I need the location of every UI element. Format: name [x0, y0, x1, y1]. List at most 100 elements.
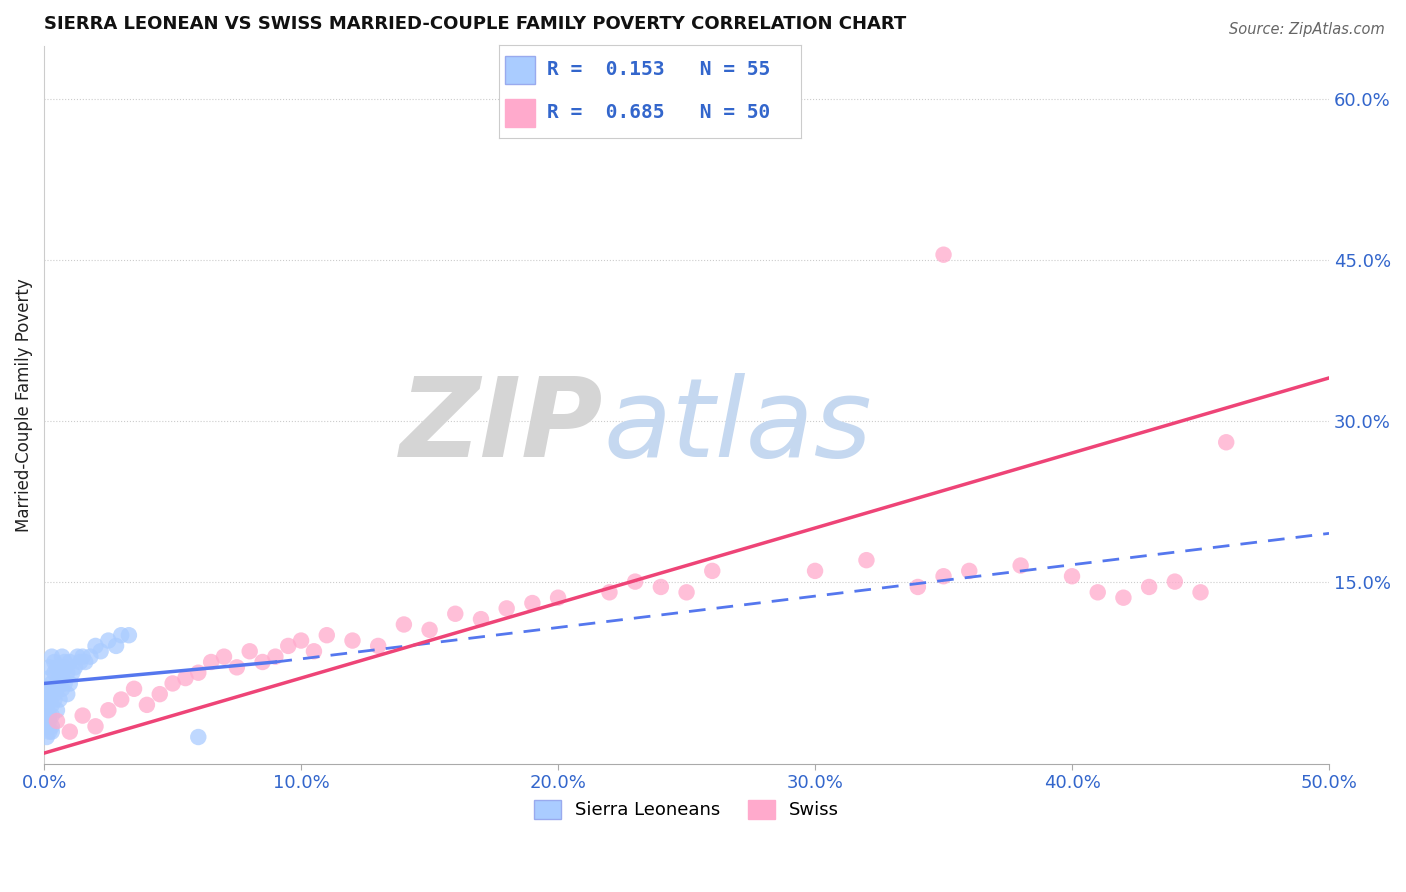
Point: [675, 585, 697, 599]
Text: R =  0.153   N = 55: R = 0.153 N = 55: [547, 61, 770, 79]
Point: [105, 639, 128, 653]
Point: [60, 665, 83, 680]
Point: [277, 639, 299, 653]
Point: [72, 649, 94, 664]
Point: [1164, 574, 1187, 589]
Point: [35, 681, 58, 696]
Text: SIERRA LEONEAN VS SWISS MARRIED-COUPLE FAMILY POVERTY CORRELATION CHART: SIERRA LEONEAN VS SWISS MARRIED-COUPLE F…: [44, 15, 907, 33]
Point: [38, 681, 60, 696]
Point: [56, 665, 79, 680]
Point: [957, 564, 980, 578]
Point: [35, 698, 58, 712]
Point: [46, 676, 69, 690]
Point: [1060, 569, 1083, 583]
Point: [51, 649, 73, 664]
Point: [315, 628, 337, 642]
Point: [804, 564, 827, 578]
Point: [44, 687, 66, 701]
Point: [264, 649, 287, 664]
Point: [522, 596, 544, 610]
Point: [56, 687, 79, 701]
Point: [122, 681, 145, 696]
Point: [650, 580, 672, 594]
Point: [53, 655, 76, 669]
Point: [1137, 580, 1160, 594]
Point: [59, 724, 82, 739]
Point: [38, 660, 60, 674]
Point: [598, 585, 620, 599]
Point: [51, 665, 73, 680]
Point: [44, 692, 66, 706]
Point: [547, 591, 569, 605]
Y-axis label: Married-Couple Family Poverty: Married-Couple Family Poverty: [15, 278, 32, 532]
FancyBboxPatch shape: [505, 56, 536, 84]
Point: [135, 698, 157, 712]
Point: [48, 671, 70, 685]
Point: [66, 649, 89, 664]
Point: [46, 703, 69, 717]
Point: [63, 660, 86, 674]
Point: [41, 719, 63, 733]
Point: [495, 601, 517, 615]
Point: [35, 730, 58, 744]
Point: [1112, 591, 1135, 605]
Point: [1189, 585, 1212, 599]
Point: [53, 676, 76, 690]
Point: [38, 692, 60, 706]
Point: [470, 612, 492, 626]
Legend: Sierra Leoneans, Swiss: Sierra Leoneans, Swiss: [527, 793, 846, 827]
Point: [35, 687, 58, 701]
Point: [419, 623, 441, 637]
Point: [35, 714, 58, 728]
Text: Source: ZipAtlas.com: Source: ZipAtlas.com: [1229, 22, 1385, 37]
Point: [84, 639, 107, 653]
Point: [48, 671, 70, 685]
Point: [624, 574, 647, 589]
Point: [97, 633, 120, 648]
Text: R =  0.685   N = 50: R = 0.685 N = 50: [547, 103, 770, 122]
Point: [212, 649, 235, 664]
Point: [41, 676, 63, 690]
Point: [38, 708, 60, 723]
Point: [46, 681, 69, 696]
Point: [48, 692, 70, 706]
Point: [302, 644, 325, 658]
Point: [1215, 435, 1237, 450]
Point: [53, 660, 76, 674]
FancyBboxPatch shape: [505, 99, 536, 127]
Point: [225, 660, 247, 674]
Point: [51, 681, 73, 696]
Point: [149, 687, 172, 701]
Point: [46, 660, 69, 674]
Point: [444, 607, 467, 621]
Point: [1010, 558, 1032, 573]
Point: [75, 655, 97, 669]
Point: [290, 633, 312, 648]
Point: [367, 639, 389, 653]
Point: [110, 692, 132, 706]
Point: [932, 569, 955, 583]
Point: [35, 719, 58, 733]
Point: [162, 676, 184, 690]
Point: [174, 671, 197, 685]
Point: [41, 724, 63, 739]
Point: [79, 649, 101, 664]
Point: [187, 665, 209, 680]
Point: [907, 580, 929, 594]
Point: [97, 703, 120, 717]
Point: [392, 617, 415, 632]
Point: [72, 708, 94, 723]
Point: [38, 724, 60, 739]
Point: [44, 655, 66, 669]
Text: ZIP: ZIP: [399, 373, 603, 480]
Point: [118, 628, 141, 642]
Point: [44, 665, 66, 680]
Point: [69, 655, 91, 669]
Point: [200, 655, 222, 669]
Point: [84, 719, 107, 733]
Point: [41, 649, 63, 664]
Point: [932, 248, 955, 262]
Point: [38, 671, 60, 685]
Point: [110, 628, 132, 642]
Point: [252, 655, 274, 669]
